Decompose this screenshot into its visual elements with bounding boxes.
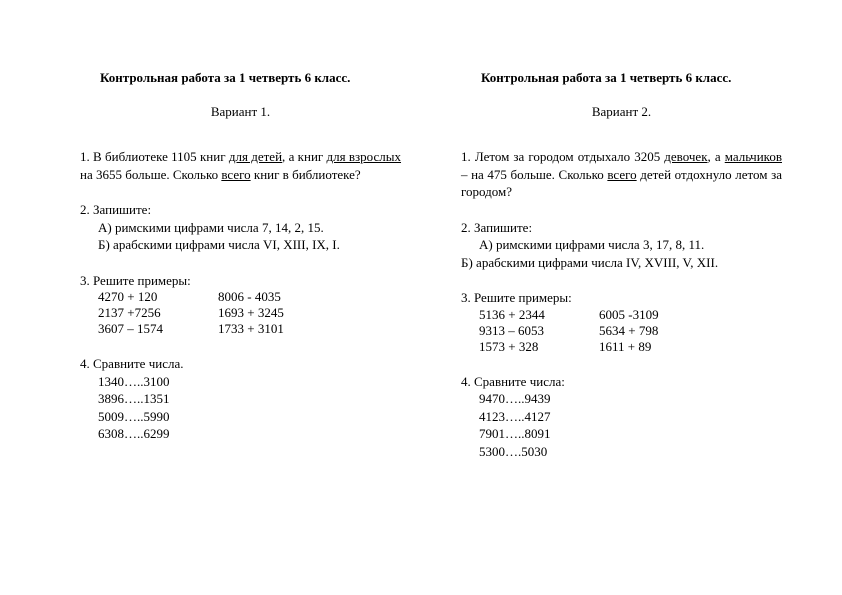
t3-c2r2: 1693 + 3245	[218, 305, 338, 321]
task4-left: 4. Сравните числа. 1340…..3100 3896…..13…	[80, 355, 401, 443]
t4r-r2: 4123…..4127	[461, 408, 782, 426]
t1r-mid2: – на 475 больше. Сколько	[461, 167, 607, 182]
t4-r2: 3896…..1351	[80, 390, 401, 408]
variant-2: Контрольная работа за 1 четверть 6 класс…	[461, 70, 782, 555]
t4r-r4: 5300….5030	[461, 443, 782, 461]
t4-r1: 1340…..3100	[80, 373, 401, 391]
t3r-c2r3: 1611 + 89	[599, 339, 719, 355]
t3-row3: 3607 – 1574 1733 + 3101	[80, 321, 401, 337]
task2-right: 2. Запишите: А) римскими цифрами числа 3…	[461, 219, 782, 272]
t3-c1r1: 4270 + 120	[98, 289, 218, 305]
t3r-c1r2: 9313 – 6053	[479, 323, 599, 339]
t3-row2: 2137 +7256 1693 + 3245	[80, 305, 401, 321]
t3-head: 3. Решите примеры:	[80, 272, 401, 290]
t2r-b: Б) арабскими цифрами числа IV, XVIII, V,…	[461, 254, 782, 272]
task3-right: 3. Решите примеры: 5136 + 2344 6005 -310…	[461, 289, 782, 355]
t3r-row2: 9313 – 6053 5634 + 798	[461, 323, 782, 339]
t3r-c2r2: 5634 + 798	[599, 323, 719, 339]
t4r-r1: 9470…..9439	[461, 390, 782, 408]
t1-suffix: книг в библиотеке?	[251, 167, 361, 182]
t3r-head: 3. Решите примеры:	[461, 289, 782, 307]
t3-c1r3: 3607 – 1574	[98, 321, 218, 337]
t3-c1r2: 2137 +7256	[98, 305, 218, 321]
title-right: Контрольная работа за 1 четверть 6 класс…	[461, 70, 782, 86]
t1-prefix: 1. В библиотеке 1105 книг	[80, 149, 229, 164]
t2-a: А) римскими цифрами числа 7, 14, 2, 15.	[80, 219, 401, 237]
task4-right: 4. Сравните числа: 9470…..9439 4123…..41…	[461, 373, 782, 461]
variant-label-right: Вариант 2.	[461, 104, 782, 120]
t1-u1: для детей	[229, 149, 282, 164]
t3-row1: 4270 + 120 8006 - 4035	[80, 289, 401, 305]
t1-u2: для взрослых	[327, 149, 401, 164]
variant-1: Контрольная работа за 1 четверть 6 класс…	[80, 70, 401, 555]
task3-left: 3. Решите примеры: 4270 + 120 8006 - 403…	[80, 272, 401, 338]
t1r-mid1: , а	[708, 149, 725, 164]
t3r-c1r1: 5136 + 2344	[479, 307, 599, 323]
t1-u3: всего	[221, 167, 250, 182]
task1-left: 1. В библиотеке 1105 книг для детей, а к…	[80, 148, 401, 183]
t3-c2r1: 8006 - 4035	[218, 289, 338, 305]
variant-label-left: Вариант 1.	[80, 104, 401, 120]
t4-r3: 5009…..5990	[80, 408, 401, 426]
t4-r4: 6308…..6299	[80, 425, 401, 443]
t1-mid2: на 3655 больше. Сколько	[80, 167, 221, 182]
title-left: Контрольная работа за 1 четверть 6 класс…	[80, 70, 401, 86]
t4-head: 4. Сравните числа.	[80, 355, 401, 373]
t1r-u3: всего	[607, 167, 636, 182]
task1-text-right: 1. Летом за городом отдыхало 3205 девоче…	[461, 148, 782, 201]
t2r-head: 2. Запишите:	[461, 219, 782, 237]
t3r-row3: 1573 + 328 1611 + 89	[461, 339, 782, 355]
task2-left: 2. Запишите: А) римскими цифрами числа 7…	[80, 201, 401, 254]
t2-head: 2. Запишите:	[80, 201, 401, 219]
task1-right: 1. Летом за городом отдыхало 3205 девоче…	[461, 148, 782, 201]
t3-c2r3: 1733 + 3101	[218, 321, 338, 337]
t3r-c1r3: 1573 + 328	[479, 339, 599, 355]
t1r-u2: мальчиков	[725, 149, 782, 164]
t2r-a: А) римскими цифрами числа 3, 17, 8, 11.	[461, 236, 782, 254]
t1r-prefix: 1. Летом за городом отдыхало 3205	[461, 149, 664, 164]
t4r-r3: 7901…..8091	[461, 425, 782, 443]
t1-mid1: , а книг	[282, 149, 326, 164]
t3r-row1: 5136 + 2344 6005 -3109	[461, 307, 782, 323]
t3r-c2r1: 6005 -3109	[599, 307, 719, 323]
t2-b: Б) арабскими цифрами числа VI, XIII, IX,…	[80, 236, 401, 254]
task1-text-left: 1. В библиотеке 1105 книг для детей, а к…	[80, 148, 401, 183]
t4r-head: 4. Сравните числа:	[461, 373, 782, 391]
t1r-u1: девочек	[664, 149, 707, 164]
